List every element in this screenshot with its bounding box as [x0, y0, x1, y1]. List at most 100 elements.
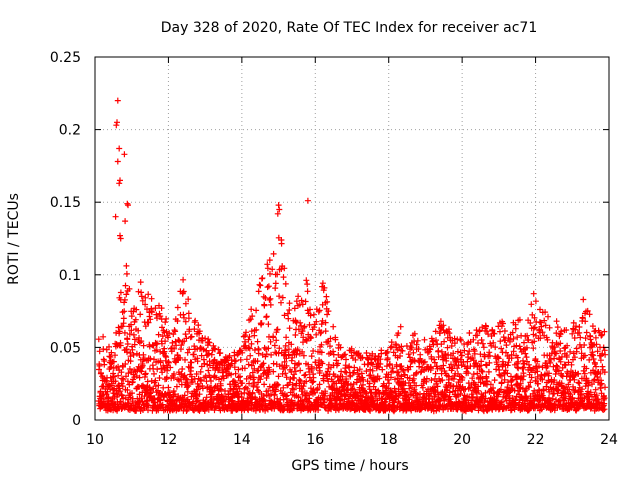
data-point-outlier — [274, 210, 281, 217]
data-point — [154, 366, 161, 373]
data-point — [239, 349, 246, 356]
data-point — [583, 329, 590, 336]
data-point — [343, 356, 349, 363]
data-point — [208, 351, 215, 358]
data-point — [281, 265, 288, 272]
data-point — [249, 389, 256, 396]
data-point — [107, 386, 114, 393]
data-point — [126, 366, 133, 372]
data-point-outlier — [530, 290, 537, 297]
data-point — [195, 322, 202, 329]
data-point — [307, 306, 313, 313]
data-point — [525, 336, 532, 343]
data-point — [492, 344, 499, 351]
data-point — [376, 364, 382, 371]
data-point — [510, 335, 517, 342]
data-point — [208, 378, 214, 384]
data-point — [454, 365, 461, 372]
data-point — [293, 298, 300, 305]
data-point — [527, 320, 534, 326]
data-point — [598, 380, 605, 387]
data-point — [440, 362, 447, 369]
data-point — [503, 342, 510, 349]
data-point — [571, 335, 578, 341]
data-point — [172, 328, 179, 335]
data-point — [266, 257, 273, 264]
data-point — [440, 322, 447, 329]
data-point — [501, 328, 508, 334]
data-point — [371, 355, 378, 362]
y-tick-label: 0.1 — [59, 268, 81, 284]
data-point — [299, 328, 306, 335]
data-point — [165, 334, 172, 341]
data-point — [599, 331, 606, 338]
data-point — [352, 356, 359, 363]
data-point — [497, 338, 504, 345]
data-point — [316, 381, 323, 388]
data-point — [482, 361, 489, 368]
data-point — [165, 359, 172, 366]
data-point — [172, 391, 178, 398]
data-point — [130, 331, 137, 338]
data-point — [206, 362, 213, 369]
data-point — [555, 367, 562, 374]
data-point — [186, 346, 193, 353]
data-point — [250, 374, 257, 381]
data-point — [123, 270, 130, 277]
data-point — [546, 370, 552, 377]
data-point — [217, 350, 224, 356]
data-point — [205, 367, 212, 374]
data-point — [479, 340, 486, 347]
data-point — [123, 262, 130, 269]
data-point — [185, 315, 192, 322]
data-point — [406, 354, 413, 361]
data-point — [158, 305, 165, 312]
data-point — [431, 359, 438, 366]
data-point — [147, 316, 154, 323]
data-point — [442, 391, 449, 398]
data-point — [337, 344, 344, 351]
data-point — [245, 336, 252, 343]
data-point — [196, 391, 203, 398]
data-point — [278, 240, 285, 247]
data-point — [183, 335, 190, 342]
data-point — [206, 350, 212, 357]
data-point — [303, 337, 310, 344]
data-point — [345, 380, 352, 387]
data-point — [509, 329, 516, 336]
data-point — [281, 358, 288, 365]
data-point — [542, 309, 549, 316]
data-point — [432, 328, 439, 335]
data-point — [445, 376, 452, 383]
data-point — [156, 375, 163, 381]
data-point-outlier — [121, 151, 128, 158]
data-point — [360, 381, 366, 388]
data-point — [126, 331, 133, 338]
data-point — [196, 328, 203, 335]
data-point — [383, 349, 390, 356]
data-point — [491, 330, 498, 337]
data-point — [558, 328, 565, 335]
data-point — [414, 337, 421, 344]
data-point — [128, 327, 135, 334]
data-point — [309, 379, 316, 386]
data-point — [557, 331, 564, 338]
data-point — [170, 388, 177, 394]
data-point — [474, 370, 481, 377]
data-point — [260, 360, 267, 367]
data-point — [407, 363, 414, 370]
data-point — [330, 348, 337, 355]
data-point — [146, 343, 153, 350]
data-point — [567, 391, 574, 398]
data-point — [126, 285, 133, 292]
data-point — [317, 330, 324, 337]
data-point — [167, 364, 174, 371]
data-point — [249, 313, 256, 320]
data-point — [504, 362, 511, 369]
data-point — [248, 340, 255, 347]
data-point — [295, 361, 302, 368]
data-point — [301, 323, 308, 330]
data-point — [135, 327, 142, 334]
data-point — [369, 361, 376, 368]
data-point — [313, 318, 320, 325]
